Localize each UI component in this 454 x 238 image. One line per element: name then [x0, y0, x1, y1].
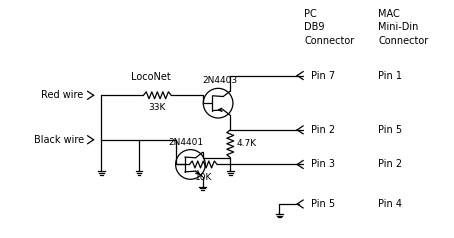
Text: Pin 4: Pin 4	[378, 199, 402, 209]
Text: Pin 1: Pin 1	[378, 70, 402, 80]
Text: 2N4401: 2N4401	[168, 138, 203, 147]
Text: Pin 2: Pin 2	[378, 159, 402, 169]
Text: Pin 2: Pin 2	[311, 125, 335, 135]
Text: PC
DB9
Connector: PC DB9 Connector	[304, 9, 354, 46]
Text: Red wire: Red wire	[41, 90, 84, 100]
Text: Pin 3: Pin 3	[311, 159, 335, 169]
Text: 10K: 10K	[195, 173, 212, 182]
Text: MAC
Mini-Din
Connector: MAC Mini-Din Connector	[378, 9, 429, 46]
Text: Pin 7: Pin 7	[311, 70, 335, 80]
Text: 2N4403: 2N4403	[202, 76, 237, 85]
Text: 4.7K: 4.7K	[236, 139, 257, 148]
Text: LocoNet: LocoNet	[131, 73, 171, 83]
Text: Pin 5: Pin 5	[378, 125, 402, 135]
Text: Pin 5: Pin 5	[311, 199, 335, 209]
Text: Black wire: Black wire	[34, 135, 84, 145]
Text: 33K: 33K	[148, 103, 166, 112]
